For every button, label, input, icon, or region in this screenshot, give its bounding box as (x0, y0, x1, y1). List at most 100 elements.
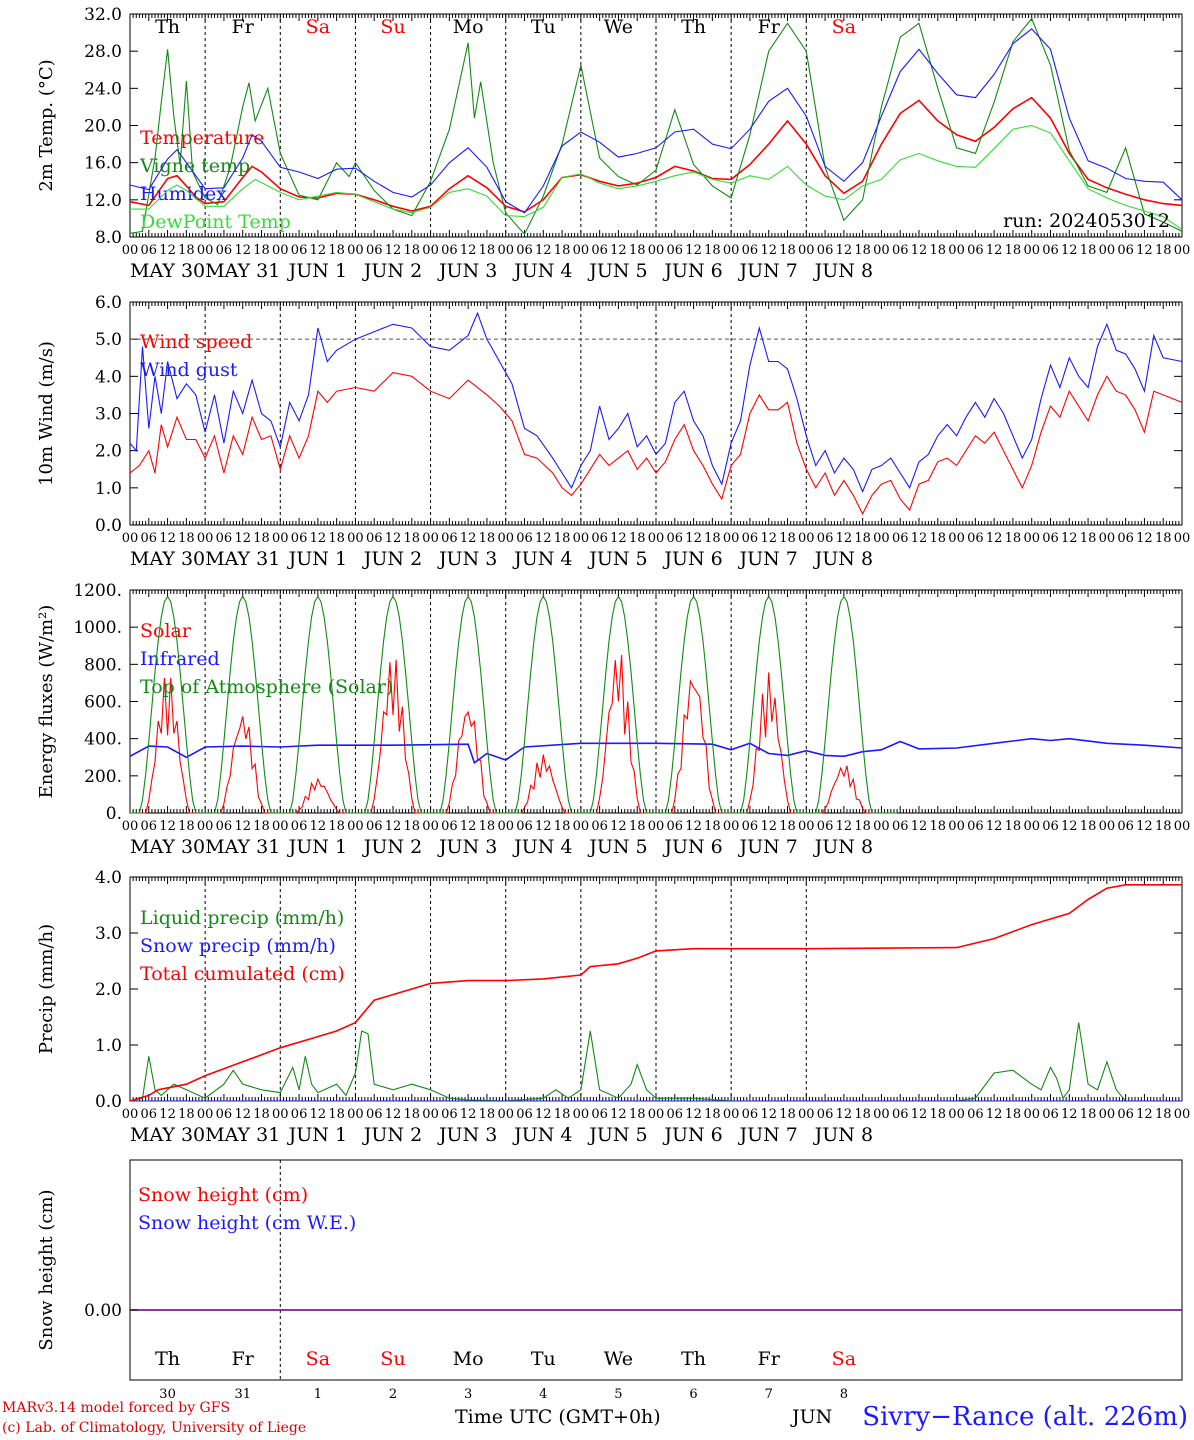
hour-tick-label: 00 (347, 243, 364, 258)
date-label: JUN 5 (587, 1124, 647, 1146)
y-tick-label: 800. (84, 655, 122, 675)
hour-tick-label: 06 (1042, 531, 1059, 546)
y-tick-label: 2.0 (95, 442, 122, 462)
hour-tick-label: 00 (723, 531, 740, 546)
hour-tick-label: 06 (892, 1107, 909, 1122)
date-label: JUN 6 (662, 548, 722, 570)
y-tick-label: 4.0 (95, 868, 122, 888)
hour-tick-label: 12 (986, 531, 1003, 546)
hour-tick-label: 18 (704, 1107, 721, 1122)
hour-tick-label: 18 (554, 531, 571, 546)
date-label: MAY 31 (205, 1124, 280, 1146)
hour-tick-label: 00 (347, 819, 364, 834)
hour-tick-label: 12 (986, 1107, 1003, 1122)
hour-tick-label: 00 (347, 531, 364, 546)
hour-tick-label: 00 (122, 819, 139, 834)
date-label: JUN 8 (813, 1124, 873, 1146)
hour-tick-label: 18 (1155, 1107, 1172, 1122)
hour-tick-label: 18 (253, 243, 270, 258)
hour-tick-label: 06 (742, 531, 759, 546)
hour-tick-label: 12 (760, 1107, 777, 1122)
hour-tick-label: 00 (948, 819, 965, 834)
partial-date-label: JUN (792, 1406, 833, 1428)
hour-tick-label: 00 (347, 1107, 364, 1122)
weekday-label: Mo (453, 1348, 484, 1370)
hour-tick-label: 06 (1117, 243, 1134, 258)
hour-tick-label: 12 (1061, 819, 1078, 834)
y-tick-label: 28.0 (84, 42, 122, 62)
hour-tick-label: 12 (760, 819, 777, 834)
hour-tick-label: 06 (516, 819, 533, 834)
date-label: MAY 30 (130, 1124, 205, 1146)
hour-tick-label: 18 (1005, 243, 1022, 258)
hour-tick-label: 18 (328, 243, 345, 258)
hour-tick-label: 18 (404, 1107, 421, 1122)
hour-tick-label: 18 (479, 243, 496, 258)
y-tick-label: 0.00 (84, 1301, 122, 1321)
date-label: JUN 3 (437, 548, 497, 570)
weekday-label: Mo (453, 16, 484, 38)
hour-tick-label: 12 (310, 1107, 327, 1122)
hour-tick-label: 06 (817, 819, 834, 834)
hour-tick-label: 06 (141, 243, 158, 258)
hour-tick-label: 12 (685, 819, 702, 834)
hour-tick-label: 18 (1005, 1107, 1022, 1122)
hour-tick-label: 00 (798, 243, 815, 258)
hour-tick-label: 18 (404, 819, 421, 834)
weekday-label: Sa (832, 16, 856, 38)
hour-tick-label: 06 (1117, 819, 1134, 834)
hour-tick-label: 12 (159, 243, 176, 258)
hour-tick-label: 18 (704, 531, 721, 546)
hour-tick-label: 06 (516, 1107, 533, 1122)
legend-entry: Solar (140, 620, 192, 642)
hour-tick-label: 06 (892, 819, 909, 834)
hour-tick-label: 06 (591, 1107, 608, 1122)
hour-tick-label: 18 (930, 1107, 947, 1122)
hour-tick-label: 00 (272, 531, 289, 546)
hour-tick-label: 00 (1099, 531, 1116, 546)
lab-credit: (c) Lab. of Climatology, University of L… (2, 1420, 307, 1436)
hour-tick-label: 00 (497, 1107, 514, 1122)
hour-tick-label: 06 (742, 819, 759, 834)
series-temperature (129, 96, 1183, 213)
series-wind-speed (129, 372, 1183, 516)
hour-tick-label: 12 (1136, 819, 1153, 834)
weekday-label: Tu (531, 16, 556, 38)
y-axis-title: Snow height (cm) (36, 1189, 57, 1350)
y-axis-title: 2m Temp. (°C) (36, 59, 57, 191)
hour-tick-label: 12 (234, 819, 251, 834)
hour-tick-label: 12 (310, 819, 327, 834)
hour-tick-label: 12 (460, 531, 477, 546)
hour-tick-label: 18 (554, 1107, 571, 1122)
hour-tick-label: 00 (873, 1107, 890, 1122)
series-top-of-atmosphere-solar- (130, 595, 898, 814)
hour-tick-label: 06 (667, 1107, 684, 1122)
legend-entry: Total cumulated (cm) (140, 963, 345, 985)
y-tick-label: 16.0 (84, 154, 122, 174)
series-wind-gust (129, 311, 1183, 494)
hour-tick-label: 00 (948, 1107, 965, 1122)
hour-tick-label: 12 (685, 1107, 702, 1122)
legend-entry: Wind speed (140, 331, 252, 353)
date-label: JUN 1 (287, 548, 347, 570)
date-label: JUN 5 (587, 548, 647, 570)
hour-tick-label: 18 (479, 1107, 496, 1122)
hour-tick-label: 06 (967, 531, 984, 546)
hour-tick-label: 00 (422, 531, 439, 546)
hour-tick-label: 12 (535, 243, 552, 258)
y-tick-label: 600. (84, 693, 122, 713)
hour-tick-label: 00 (197, 819, 214, 834)
hour-tick-label: 00 (197, 531, 214, 546)
date-label: JUN 4 (512, 1124, 572, 1146)
hour-tick-label: 12 (911, 819, 928, 834)
hour-tick-label: 12 (986, 819, 1003, 834)
hour-tick-label: 18 (779, 1107, 796, 1122)
hour-tick-label: 00 (798, 1107, 815, 1122)
date-label: JUN 2 (362, 1124, 422, 1146)
hour-tick-label: 00 (272, 819, 289, 834)
hour-tick-label: 06 (742, 243, 759, 258)
date-label: JUN 1 (287, 836, 347, 858)
hour-tick-label: 00 (1099, 819, 1116, 834)
day-number-label: 7 (765, 1387, 773, 1402)
